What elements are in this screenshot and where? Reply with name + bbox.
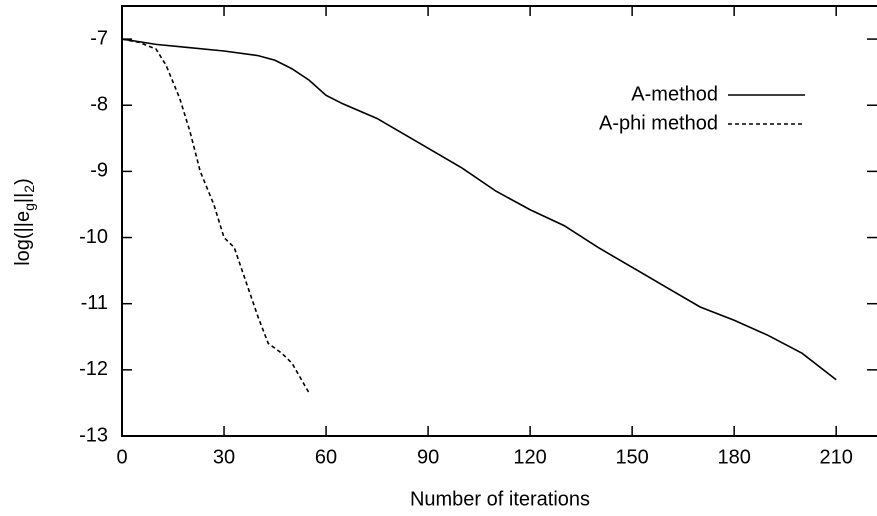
- x-tick-label: 60: [315, 446, 337, 468]
- y-axis-label-part: g: [21, 203, 37, 211]
- legend-label: A-phi method: [599, 112, 718, 134]
- y-tick-label: -7: [90, 27, 108, 49]
- x-tick-label: 120: [513, 446, 546, 468]
- y-axis-label-part: ): [12, 178, 34, 185]
- x-tick-label: 180: [717, 446, 750, 468]
- x-tick-label: 210: [820, 446, 853, 468]
- data-line: [121, 38, 837, 381]
- y-axis-label: log(||eg||2): [12, 178, 36, 266]
- y-axis-label-part: 2: [21, 185, 37, 193]
- y-tick-label: -13: [79, 424, 108, 446]
- y-tick-label: -9: [90, 160, 108, 182]
- y-tick-label: -12: [79, 358, 108, 380]
- y-axis-label-part: log(||e: [12, 211, 34, 266]
- x-tick-label: 90: [417, 446, 439, 468]
- y-tick-label: -10: [79, 226, 108, 248]
- x-tick-label: 0: [116, 446, 127, 468]
- legend-label: A-method: [631, 83, 718, 105]
- x-tick-label: 30: [213, 446, 235, 468]
- x-tick-label: 150: [615, 446, 648, 468]
- y-tick-label: -8: [90, 94, 108, 116]
- data-line: [121, 38, 310, 394]
- y-axis-label-part: ||: [12, 193, 34, 203]
- y-tick-label: -11: [81, 292, 108, 314]
- frame: [121, 5, 877, 437]
- x-axis-label: Number of iterations: [410, 488, 590, 510]
